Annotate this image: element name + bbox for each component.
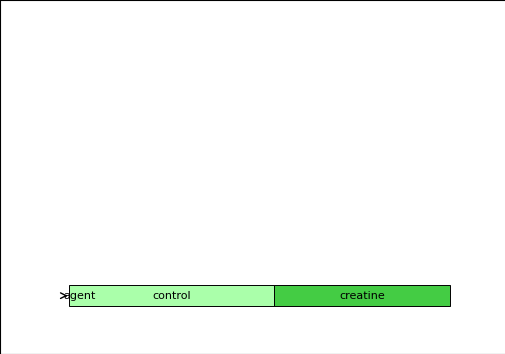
- FancyBboxPatch shape: [420, 241, 448, 285]
- Text: GSM115534: GSM115534: [137, 248, 146, 294]
- Text: GSM115531: GSM115531: [430, 248, 438, 294]
- Text: GSM115528: GSM115528: [342, 248, 351, 294]
- Bar: [427, 224, 441, 241]
- Bar: [76, 92, 91, 241]
- Bar: [135, 217, 149, 241]
- Text: GSM115538: GSM115538: [255, 248, 263, 294]
- Text: GSM115526: GSM115526: [283, 248, 292, 294]
- FancyBboxPatch shape: [69, 285, 273, 306]
- Text: GSM115532: GSM115532: [79, 248, 88, 294]
- FancyBboxPatch shape: [157, 241, 186, 285]
- Bar: [310, 197, 325, 241]
- FancyBboxPatch shape: [302, 241, 332, 285]
- Text: GSM115529: GSM115529: [371, 248, 380, 294]
- FancyBboxPatch shape: [332, 241, 361, 285]
- FancyBboxPatch shape: [273, 241, 302, 285]
- FancyBboxPatch shape: [361, 241, 390, 285]
- FancyBboxPatch shape: [215, 241, 244, 285]
- Legend: count, percentile rank within the sample: count, percentile rank within the sample: [87, 290, 277, 323]
- FancyBboxPatch shape: [186, 241, 215, 285]
- FancyBboxPatch shape: [244, 241, 273, 285]
- Bar: [368, 217, 383, 241]
- Text: GSM115537: GSM115537: [225, 248, 234, 294]
- Bar: [222, 115, 237, 241]
- Bar: [164, 204, 178, 241]
- Text: GSM115530: GSM115530: [400, 248, 410, 294]
- FancyBboxPatch shape: [127, 241, 157, 285]
- Text: creatine: creatine: [338, 291, 384, 301]
- FancyBboxPatch shape: [273, 285, 448, 306]
- Bar: [281, 132, 295, 241]
- Bar: [339, 192, 353, 241]
- Title: GDS2765 / 1424179_at: GDS2765 / 1424179_at: [170, 25, 347, 41]
- Text: GSM115536: GSM115536: [196, 248, 205, 294]
- FancyBboxPatch shape: [98, 241, 127, 285]
- Text: GSM115527: GSM115527: [313, 248, 322, 294]
- FancyBboxPatch shape: [390, 241, 420, 285]
- Bar: [193, 162, 208, 241]
- Bar: [251, 75, 266, 241]
- Bar: [106, 70, 120, 241]
- FancyBboxPatch shape: [69, 241, 98, 285]
- Text: agent: agent: [63, 291, 95, 301]
- Text: GSM115533: GSM115533: [108, 248, 117, 294]
- Bar: [397, 217, 412, 241]
- Text: control: control: [152, 291, 190, 301]
- Text: GSM115535: GSM115535: [167, 248, 176, 294]
